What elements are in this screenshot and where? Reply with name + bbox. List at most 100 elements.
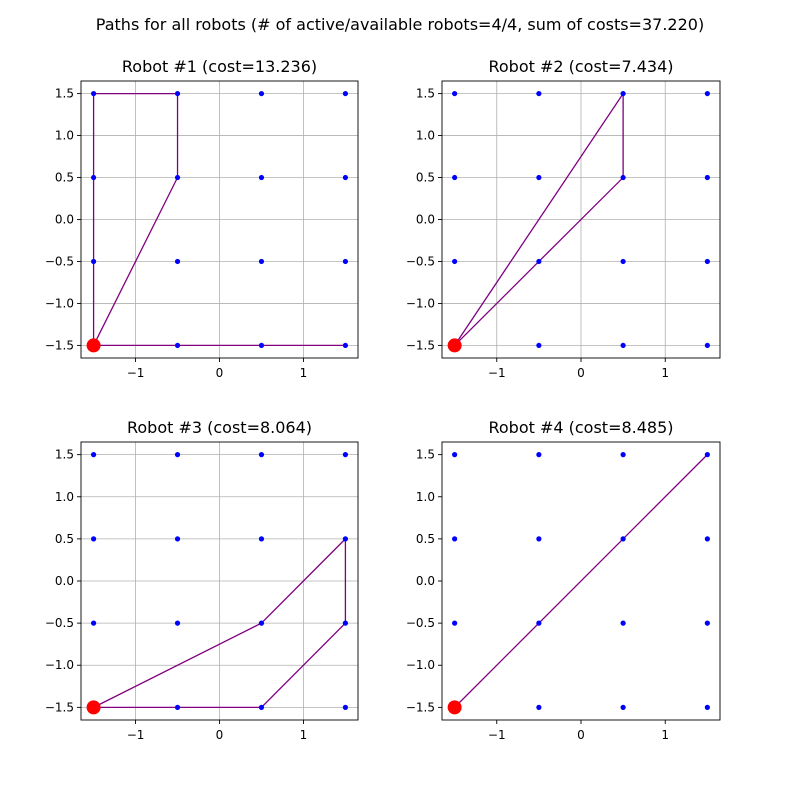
node-point [536, 452, 542, 458]
node-point [620, 536, 626, 542]
y-tick-label: 1.0 [416, 129, 435, 143]
node-point [174, 536, 181, 542]
y-tick-label: 1.0 [416, 490, 435, 504]
x-tick-label: −1 [127, 366, 145, 380]
y-tick-label: 0.5 [55, 171, 74, 185]
node-point [536, 258, 542, 265]
node-point [704, 452, 710, 458]
x-tick-label: 0 [216, 366, 224, 380]
node-point [536, 174, 542, 181]
node-point [452, 620, 458, 626]
node-point [452, 90, 458, 97]
node-point [258, 174, 265, 181]
subplot-robot-3: Robot #3 (cost=8.064) −1 0 1 −1.5 −1.0 −0.5 0.0… [45, 418, 359, 742]
node-point [342, 704, 349, 710]
node-point [258, 342, 265, 349]
x-tick-label: −1 [488, 728, 506, 742]
node-point [342, 536, 349, 542]
start-marker [86, 700, 101, 715]
x-tick-label: 1 [661, 366, 669, 380]
node-point [452, 258, 458, 265]
node-point [452, 536, 458, 542]
y-tick-label: 0.0 [416, 574, 435, 588]
node-point [342, 90, 349, 97]
x-tick-label: 1 [300, 366, 308, 380]
node-point [174, 90, 181, 97]
node-point [620, 174, 626, 181]
node-point [342, 258, 349, 265]
y-tick-label: 1.5 [416, 448, 435, 462]
node-point [258, 258, 265, 265]
node-point [258, 452, 265, 458]
robot-path-line [454, 454, 708, 708]
node-point [620, 258, 626, 265]
start-marker [447, 700, 462, 715]
node-point [704, 174, 710, 181]
subplots-grid: Robot #1 (cost=13.236) −1 0 1 −1.5 −1.0 −0.5 0.… [45, 57, 721, 742]
y-tick-label: 0.0 [55, 213, 74, 227]
subplot-robot-1: Robot #1 (cost=13.236) −1 0 1 −1.5 −1.0 −0.5 0.… [45, 57, 359, 380]
node-point [90, 620, 97, 626]
node-point [90, 174, 97, 181]
node-point [536, 90, 542, 97]
node-point [704, 342, 710, 349]
y-tick-label: 1.5 [416, 87, 435, 101]
y-tick-label: 1.0 [55, 490, 74, 504]
node-point [620, 620, 626, 626]
y-tick-label: −1.5 [45, 338, 74, 352]
node-point [90, 536, 97, 542]
node-point [704, 258, 710, 265]
node-point [258, 704, 265, 710]
x-tick-label: 1 [300, 728, 308, 742]
y-tick-label: 0.0 [416, 213, 435, 227]
subplot-title: Robot #4 (cost=8.485) [488, 418, 673, 437]
y-tick-label: 1.5 [55, 87, 74, 101]
subplot-title: Robot #1 (cost=13.236) [122, 57, 317, 76]
y-tick-label: −1.0 [406, 658, 435, 672]
subplot-title: Robot #2 (cost=7.434) [488, 57, 673, 76]
y-tick-label: −1.0 [45, 296, 74, 310]
node-point [90, 90, 97, 97]
node-point [342, 342, 349, 349]
node-point [452, 174, 458, 181]
x-tick-label: −1 [488, 366, 506, 380]
y-tick-label: 0.5 [416, 171, 435, 185]
start-marker [86, 338, 101, 353]
y-tick-label: −0.5 [45, 254, 74, 268]
robot-path-line [93, 537, 347, 709]
x-tick-label: 0 [216, 728, 224, 742]
node-point [536, 342, 542, 349]
node-point [704, 90, 710, 97]
node-point [536, 620, 542, 626]
figure-title: Paths for all robots (# of active/availa… [96, 15, 704, 34]
subplot-title: Robot #3 (cost=8.064) [127, 418, 312, 437]
node-point [536, 536, 542, 542]
node-point [704, 536, 710, 542]
node-point [704, 704, 710, 710]
y-tick-label: 1.5 [55, 448, 74, 462]
x-tick-label: 0 [577, 728, 585, 742]
node-point [342, 620, 349, 626]
node-point [90, 258, 97, 265]
node-point [258, 620, 265, 626]
node-point [174, 174, 181, 181]
node-point [452, 452, 458, 458]
x-tick-label: 0 [577, 366, 585, 380]
y-tick-label: 0.0 [55, 574, 74, 588]
node-point [704, 620, 710, 626]
y-tick-label: 0.5 [416, 532, 435, 546]
y-tick-label: −1.0 [45, 658, 74, 672]
node-point [174, 342, 181, 349]
x-tick-label: 1 [661, 728, 669, 742]
subplot-robot-4: Robot #4 (cost=8.485) −1 0 1 −1.5 −1.0 −0.5 0.0… [406, 418, 721, 742]
node-point [620, 342, 626, 349]
node-point [342, 452, 349, 458]
y-tick-label: −1.5 [406, 338, 435, 352]
node-point [620, 704, 626, 710]
start-marker [447, 338, 462, 353]
y-tick-label: −0.5 [45, 616, 74, 630]
node-point [174, 620, 181, 626]
node-point [258, 90, 265, 97]
y-tick-label: −1.5 [45, 700, 74, 714]
